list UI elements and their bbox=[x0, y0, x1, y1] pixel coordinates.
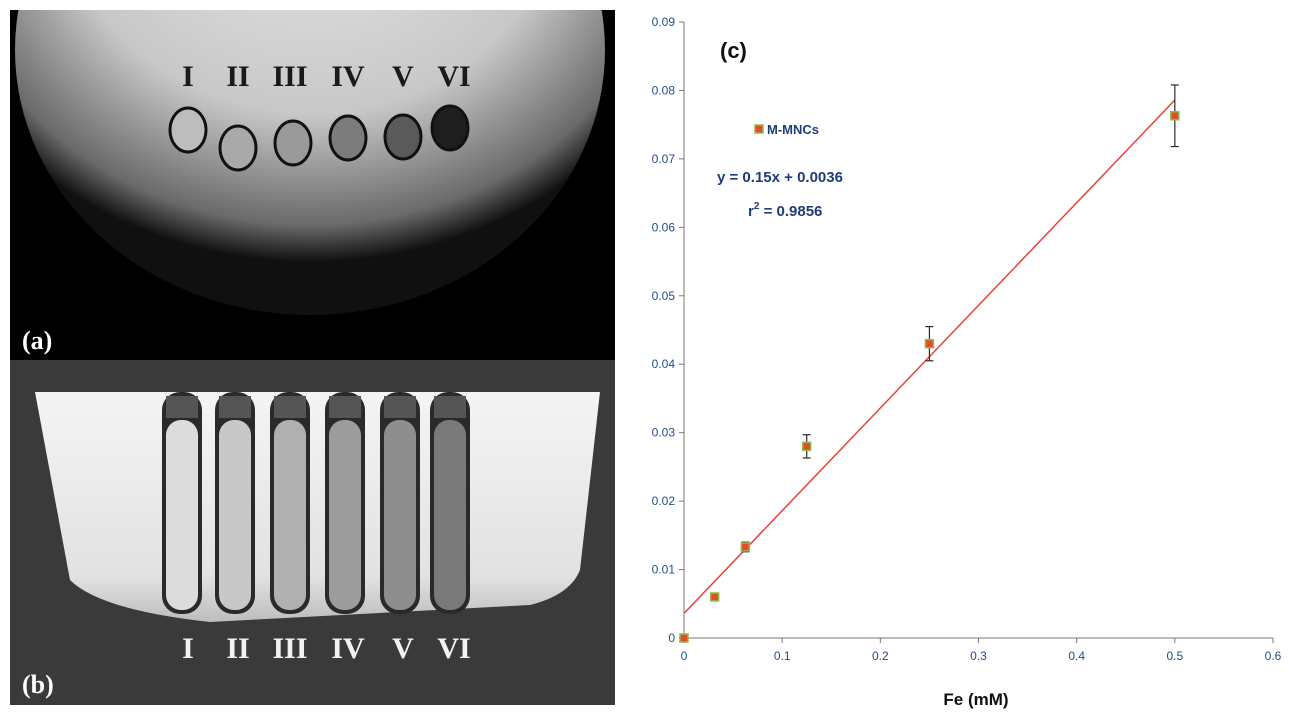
y-tick-label: 0.05 bbox=[652, 289, 676, 303]
relaxivity-chart: 0 0.1 0.2 0.3 0.4 0.5 0.6 0 0.01 0.02 0.03 0.04 0.05… bbox=[652, 15, 1282, 709]
sample-wells bbox=[168, 104, 470, 172]
sample-tube bbox=[274, 420, 306, 610]
data-points bbox=[679, 84, 1180, 643]
r2-exponent: 2 bbox=[754, 201, 760, 212]
sample-tube bbox=[219, 420, 251, 610]
y-tick-label: 0.02 bbox=[652, 494, 676, 508]
sample-label: I bbox=[182, 60, 194, 93]
y-tick-label: 0.09 bbox=[652, 15, 676, 29]
panel-a-label: (a) bbox=[22, 326, 53, 355]
panel-b-mri-coronal: I II III IV V VI (b) bbox=[10, 360, 615, 705]
sample-label: III bbox=[272, 632, 308, 665]
sample-label: V bbox=[392, 632, 414, 665]
x-tick-label: 0 bbox=[681, 649, 688, 663]
y-tick-label: 0 bbox=[668, 631, 675, 645]
x-tick-label: 0.2 bbox=[872, 649, 889, 663]
r2-prefix: r bbox=[748, 203, 754, 220]
sample-label: I bbox=[182, 632, 194, 665]
data-point bbox=[679, 633, 689, 643]
data-point bbox=[740, 542, 751, 552]
sample-tube bbox=[434, 420, 466, 610]
tube-holder bbox=[35, 392, 600, 622]
sample-label: IV bbox=[331, 632, 365, 665]
legend-label: M-MNCs bbox=[767, 122, 819, 137]
sample-label: II bbox=[226, 632, 250, 665]
sample-tube bbox=[384, 420, 416, 610]
x-tick-label: 0.1 bbox=[774, 649, 791, 663]
data-point bbox=[709, 592, 720, 602]
data-point bbox=[1170, 111, 1180, 121]
mri-tubes-image bbox=[35, 392, 600, 622]
sample-label: VI bbox=[437, 632, 471, 665]
x-tick-label: 0.4 bbox=[1068, 649, 1085, 663]
sample-well bbox=[430, 104, 470, 152]
data-point bbox=[801, 441, 812, 452]
r-squared: r2 = 0.9856 bbox=[748, 201, 822, 220]
sample-well bbox=[328, 114, 368, 162]
y-tick-label: 0.07 bbox=[652, 152, 676, 166]
sample-label: IV bbox=[331, 60, 365, 93]
sample-label: V bbox=[392, 60, 414, 93]
data-point bbox=[924, 338, 935, 349]
panel-c-chart: 0 0.1 0.2 0.3 0.4 0.5 0.6 0 0.01 0.02 0.03 0.04 0.05… bbox=[620, 0, 1289, 713]
tube-cap bbox=[384, 396, 416, 418]
x-tick-label: 0.6 bbox=[1265, 649, 1282, 663]
panel-b-label: (b) bbox=[22, 670, 54, 699]
panel-c-label: (c) bbox=[720, 38, 747, 63]
tube-cap bbox=[434, 396, 466, 418]
sample-label: III bbox=[272, 60, 308, 93]
sample-well bbox=[273, 119, 313, 167]
chart-axes: 0 0.1 0.2 0.3 0.4 0.5 0.6 0 0.01 0.02 0.03 0.04 0.05… bbox=[652, 15, 1282, 663]
sample-tube bbox=[329, 420, 361, 610]
sample-well bbox=[218, 124, 258, 172]
x-tick-label: 0.3 bbox=[970, 649, 987, 663]
y-tick-label: 0.01 bbox=[652, 563, 676, 577]
x-axis-label: Fe (mM) bbox=[943, 690, 1008, 709]
mri-phantom-image bbox=[15, 10, 605, 315]
sample-well bbox=[383, 113, 423, 161]
sample-tubes bbox=[162, 392, 470, 614]
fit-equation: y = 0.15x + 0.0036 bbox=[717, 169, 843, 186]
y-tick-label: 0.04 bbox=[652, 357, 676, 371]
y-tick-label: 0.06 bbox=[652, 220, 676, 234]
tube-cap bbox=[329, 396, 361, 418]
sample-label: II bbox=[226, 60, 250, 93]
sample-tube bbox=[166, 420, 198, 610]
tube-cap bbox=[219, 396, 251, 418]
x-tick-label: 0.5 bbox=[1166, 649, 1183, 663]
y-tick-label: 0.03 bbox=[652, 426, 676, 440]
sample-well bbox=[168, 106, 208, 154]
y-tick-label: 0.08 bbox=[652, 83, 676, 97]
legend-marker bbox=[754, 124, 764, 134]
tube-cap bbox=[274, 396, 306, 418]
panel-a-mri-transverse: I II III IV V VI (a) bbox=[10, 10, 615, 360]
r2-value: = 0.9856 bbox=[759, 203, 822, 220]
phantom-body bbox=[15, 10, 605, 315]
sample-label: VI bbox=[437, 60, 471, 93]
tube-cap bbox=[166, 396, 198, 418]
